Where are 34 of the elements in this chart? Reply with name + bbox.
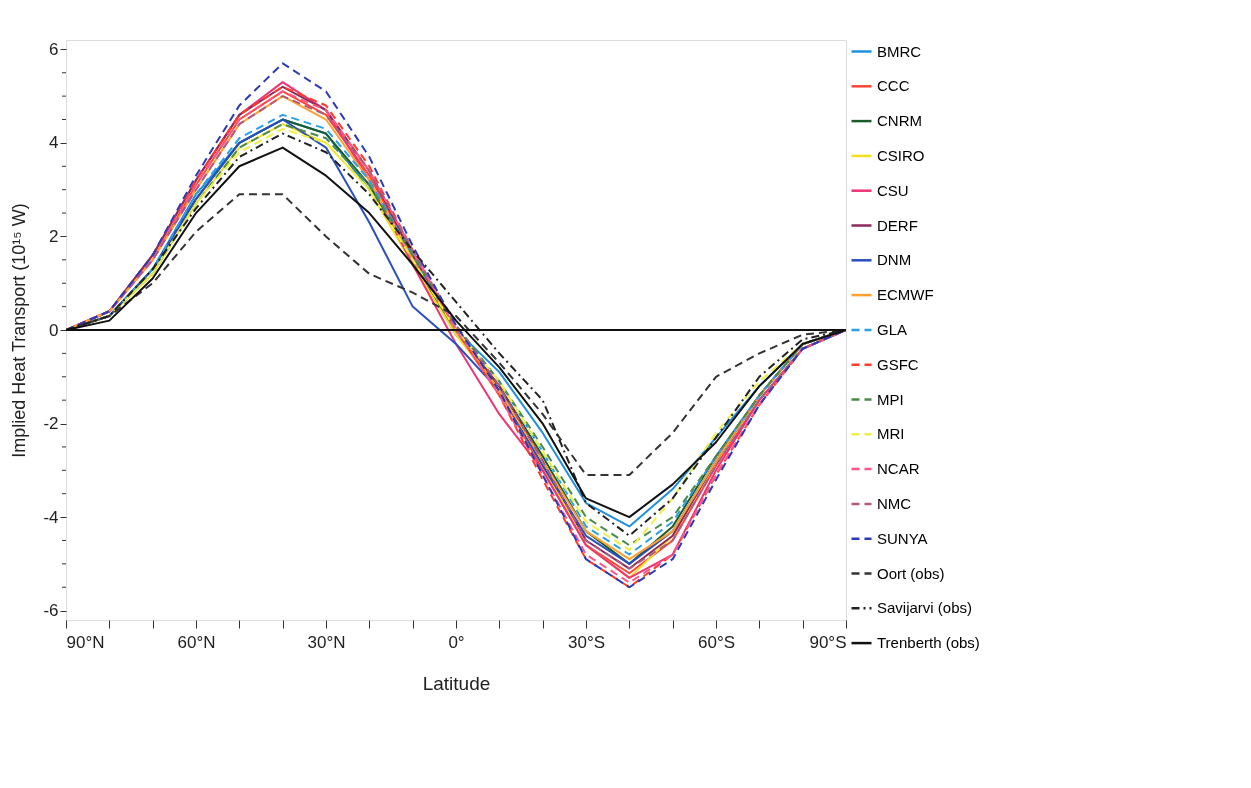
legend-label: Oort (obs) <box>877 564 945 582</box>
y-tick-label: 0 <box>49 320 59 340</box>
y-axis-title: Implied Heat Transport (10¹⁵ W) <box>9 203 30 458</box>
x-tick-label: 60°N <box>177 632 216 652</box>
legend-label: CCC <box>877 77 910 95</box>
x-tick-label: 90°N <box>66 632 105 652</box>
legend-label: Trenberth (obs) <box>877 634 980 652</box>
legend-label: GSFC <box>877 355 919 373</box>
legend-label: GLA <box>877 320 908 338</box>
x-tick-label: 0° <box>448 632 465 652</box>
legend-label: Savijarvi (obs) <box>877 599 973 617</box>
x-tick-label: 90°S <box>809 632 847 652</box>
x-axis-title: Latitude <box>422 672 491 694</box>
x-tick-label: 30°S <box>567 632 606 652</box>
y-tick-label: -6 <box>43 601 59 621</box>
y-tick-label: -2 <box>43 414 59 434</box>
legend-label: ECMWF <box>877 286 934 304</box>
legend-label: NMC <box>877 494 912 512</box>
x-tick-label: 60°S <box>697 632 736 652</box>
legend-label: SUNYA <box>877 529 928 547</box>
legend-label: DERF <box>877 216 918 234</box>
legend-label: MRI <box>877 425 905 443</box>
legend-label: DNM <box>877 251 912 269</box>
legend-label: MPI <box>877 390 904 408</box>
y-tick-label: 2 <box>49 226 59 246</box>
legend-label: CSIRO <box>877 146 925 164</box>
legend-label: BMRC <box>877 42 922 60</box>
y-tick-label: -4 <box>43 507 59 527</box>
legend-label: CSU <box>877 181 909 199</box>
y-tick-label: 6 <box>49 39 59 59</box>
y-tick-label: 4 <box>49 133 59 153</box>
legend-label: NCAR <box>877 460 920 478</box>
legend-label: CNRM <box>877 112 922 130</box>
x-tick-label: 30°N <box>307 632 346 652</box>
